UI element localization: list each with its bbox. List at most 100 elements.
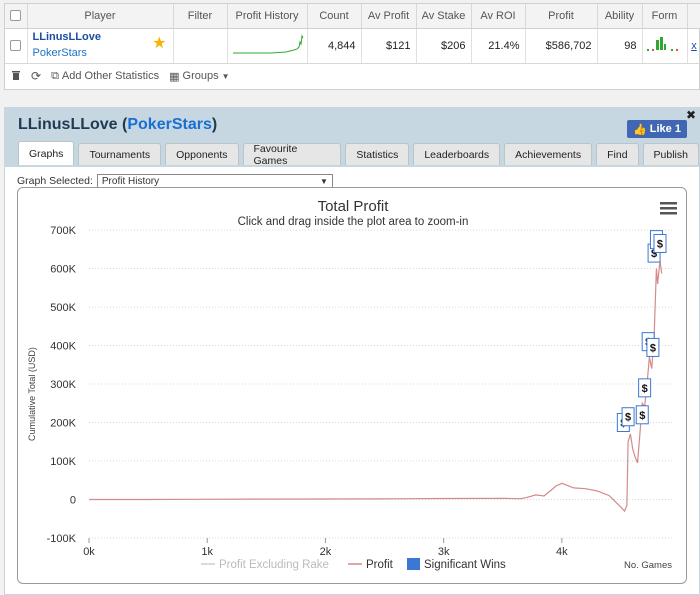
flag-box	[653, 233, 667, 253]
refresh-icon[interactable]: ⟳	[31, 69, 42, 83]
profit-cell: $586,702	[525, 28, 598, 64]
select-all-checkbox[interactable]	[5, 4, 28, 29]
tab-opponents[interactable]: Opponents	[165, 143, 239, 165]
favourite-star-icon[interactable]: ★	[152, 34, 167, 52]
col-header-profit-history[interactable]: Profit History	[227, 4, 308, 29]
trash-icon[interactable]	[11, 69, 21, 83]
table-header-row: Player Filter Profit History Count Av Pr…	[5, 4, 700, 29]
stats-table: Player Filter Profit History Count Av Pr…	[5, 4, 700, 64]
add-other-statistics-label: Add Other Statistics	[61, 70, 160, 82]
groups-icon: ▦	[169, 70, 180, 83]
col-header-ability[interactable]: Ability	[597, 4, 643, 29]
groups-label: Groups	[182, 70, 219, 82]
legend-significant-wins[interactable]: Significant Wins	[424, 559, 506, 571]
col-header-av-roi[interactable]: Av ROI	[471, 4, 526, 29]
significant-win-flag: $	[621, 407, 635, 427]
close-icon[interactable]: ✖	[685, 108, 696, 122]
y-tick-label: 0	[70, 495, 76, 507]
panel-open-paren: (	[122, 116, 128, 133]
legend-excl-rake[interactable]: Profit Excluding Rake	[219, 559, 329, 571]
y-tick-label: 500K	[50, 302, 76, 314]
col-header-form[interactable]: Form	[642, 4, 688, 29]
significant-win-flag: $	[635, 405, 649, 425]
form-bars	[642, 28, 688, 64]
table-row: LLinusLLove PokerStars ★ 4,844 $121 $206…	[5, 28, 700, 64]
count-cell: 4,844	[307, 28, 362, 64]
col-header-filter[interactable]: Filter	[173, 4, 228, 29]
tab-statistics[interactable]: Statistics	[345, 143, 410, 165]
col-header-profit[interactable]: Profit	[525, 4, 598, 29]
av-profit-cell: $121	[361, 28, 417, 64]
flag-label: $	[651, 248, 657, 260]
flag-label: $	[639, 410, 645, 422]
tab-find[interactable]: Find	[596, 143, 639, 165]
panel-player-name: LLinusLLove	[18, 116, 118, 133]
player-name-link[interactable]: LLinusLLove	[32, 30, 101, 43]
chevron-down-icon: ▼	[221, 71, 230, 81]
tab-favourite-games[interactable]: Favourite Games	[242, 143, 342, 167]
x-axis-label: No. Games	[624, 560, 672, 571]
remove-row-link[interactable]: x	[687, 28, 700, 64]
y-tick-label: 300K	[50, 379, 76, 391]
tab-graphs[interactable]: Graphs	[18, 141, 75, 165]
panel-player-site-link[interactable]: PokerStars	[127, 116, 212, 133]
flag-label: $	[625, 412, 631, 424]
player-panel-header: LLinusLLove (PokerStars) 👍 Like 1 ✖ Grap…	[5, 108, 699, 167]
significant-win-flag: $	[646, 337, 660, 357]
flag-box	[646, 337, 660, 357]
x-tick-label: 1k	[201, 546, 213, 558]
groups-dropdown[interactable]: ▦ Groups ▼	[169, 70, 229, 83]
ability-cell: 98	[597, 28, 643, 64]
col-header-count[interactable]: Count	[307, 4, 362, 29]
tab-tournaments[interactable]: Tournaments	[78, 143, 162, 165]
chart-svg[interactable]: Total Profit Click and drag inside the p…	[18, 188, 687, 584]
x-tick-label: 0k	[83, 546, 95, 558]
significant-wins-layer: $$$$$$$$$	[616, 230, 667, 432]
graph-select-dropdown[interactable]: Profit History ▼	[96, 174, 333, 188]
y-tick-label: 600K	[50, 264, 76, 276]
x-tick-label: 4k	[556, 546, 568, 558]
add-stats-icon: ⧉	[51, 69, 59, 82]
flag-label: $	[642, 383, 648, 395]
y-tick-label: 400K	[50, 341, 76, 353]
profit-chart[interactable]: Total Profit Click and drag inside the p…	[17, 187, 687, 584]
col-header-av-stake[interactable]: Av Stake	[416, 4, 472, 29]
filter-cell[interactable]	[173, 28, 228, 64]
thumbs-up-icon: 👍	[633, 123, 647, 136]
col-header-av-profit[interactable]: Av Profit	[361, 4, 417, 29]
legend-swatch-wins	[407, 558, 420, 570]
flag-box	[621, 407, 635, 427]
chart-legend: Profit Excluding Rake Profit Significant…	[201, 558, 506, 571]
graph-selected-label: Graph Selected:	[17, 175, 93, 187]
profit-history-sparkline	[227, 28, 308, 64]
significant-win-flag: $	[653, 233, 667, 253]
add-other-statistics-button[interactable]: ⧉ Add Other Statistics	[51, 70, 159, 83]
tab-leaderboards[interactable]: Leaderboards	[413, 143, 501, 165]
graph-select-value: Profit History	[101, 175, 160, 187]
player-cell: LLinusLLove PokerStars ★	[27, 28, 174, 64]
chart-title: Total Profit	[318, 198, 390, 215]
legend-profit[interactable]: Profit	[366, 559, 394, 571]
like-label: Like 1	[649, 123, 681, 135]
significant-win-flag: $	[638, 378, 652, 398]
tab-achievements[interactable]: Achievements	[504, 143, 593, 165]
row-checkbox[interactable]	[5, 28, 28, 64]
col-header-blank	[687, 4, 700, 29]
flag-box	[638, 378, 652, 398]
flag-box	[635, 405, 649, 425]
col-header-player[interactable]: Player	[27, 4, 174, 29]
chart-subtitle: Click and drag inside the plot area to z…	[238, 216, 469, 228]
chart-menu-icon[interactable]	[660, 202, 677, 215]
graph-select-row: Graph Selected: Profit History ▼	[17, 174, 333, 188]
player-tabs: Graphs Tournaments Opponents Favourite G…	[18, 141, 699, 167]
player-site-link[interactable]: PokerStars	[32, 46, 87, 59]
facebook-like-button[interactable]: 👍 Like 1	[627, 120, 687, 138]
av-stake-cell: $206	[416, 28, 472, 64]
y-tick-label: 100K	[50, 456, 76, 468]
player-panel: LLinusLLove (PokerStars) 👍 Like 1 ✖ Grap…	[4, 107, 700, 595]
table-toolbar: ⟳ ⧉ Add Other Statistics ▦ Groups ▼	[5, 64, 699, 89]
flag-label: $	[657, 238, 663, 250]
tab-publish[interactable]: Publish	[642, 143, 699, 165]
y-tick-label: -100K	[47, 533, 77, 545]
player-panel-title: LLinusLLove (PokerStars)	[18, 116, 217, 134]
